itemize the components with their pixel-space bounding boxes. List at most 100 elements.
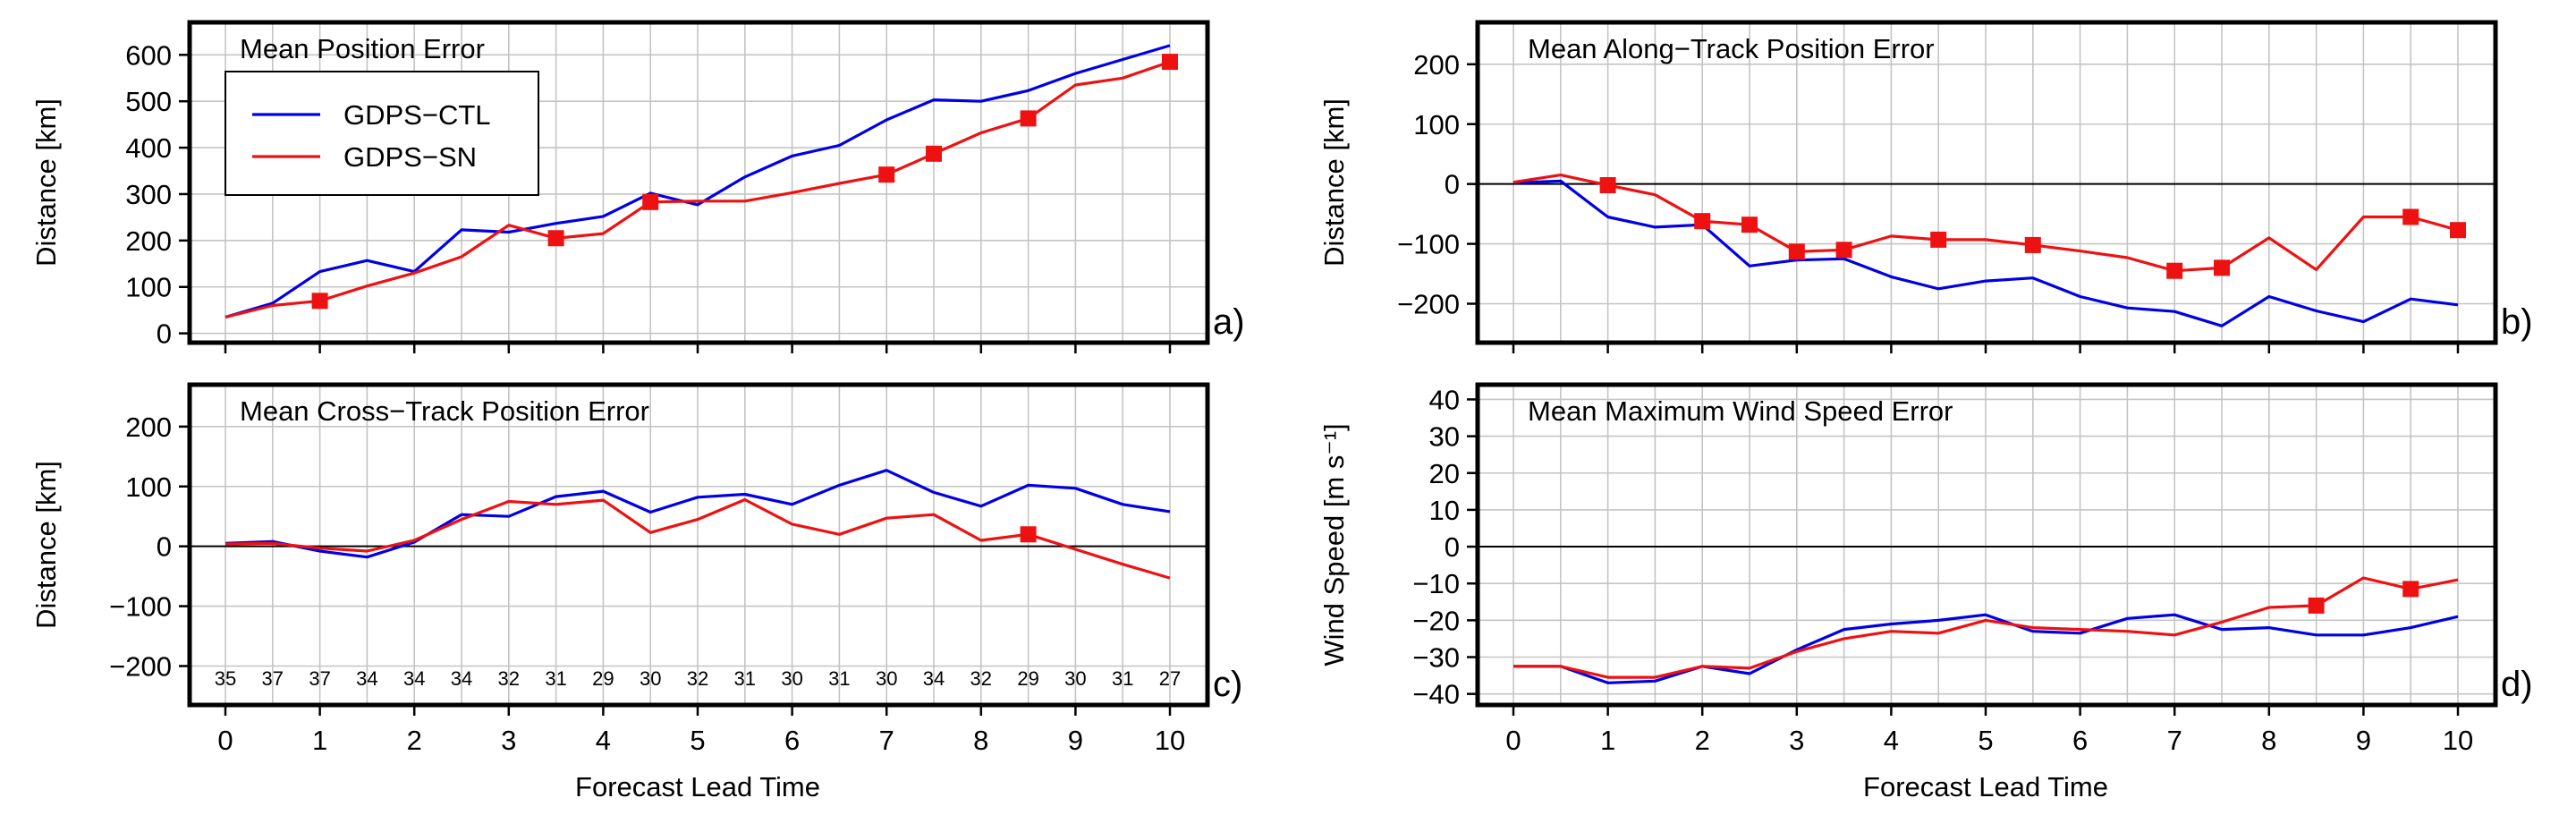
legend: GDPS−CTL GDPS−SN [225, 71, 539, 196]
x-tick-label: 4 [1884, 725, 1899, 756]
significance-marker [311, 293, 328, 310]
series-line-ctl [225, 469, 1171, 559]
y-axis-label: Distance [km] [30, 98, 62, 267]
sample-count-label: 30 [640, 667, 661, 690]
x-tick-label: 3 [501, 725, 516, 756]
y-tick-label: 200 [125, 225, 172, 257]
plot-frame [187, 382, 1210, 708]
legend-label: GDPS−CTL [343, 99, 491, 131]
x-tick-label: 3 [1789, 725, 1804, 756]
x-tick-label: 7 [2167, 725, 2182, 756]
y-tick-label: 0 [1445, 169, 1460, 200]
sample-count-label: 31 [545, 667, 566, 690]
sample-count-label: 27 [1159, 667, 1181, 690]
series-line-ctl [1513, 179, 2459, 327]
y-tick-label: −100 [1397, 229, 1460, 260]
y-tick-label: 0 [157, 318, 172, 350]
significance-marker [2402, 208, 2419, 225]
panel-title: Mean Maximum Wind Speed Error [1528, 395, 1953, 427]
x-tick-label: 8 [2261, 725, 2276, 756]
x-tick-label: 10 [2443, 725, 2473, 756]
significance-marker [2166, 262, 2183, 279]
grid [1478, 385, 2496, 705]
y-tick-label: −200 [109, 651, 172, 683]
series-line-ctl [225, 44, 1171, 319]
y-tick-label: 0 [157, 531, 172, 563]
y-tick-label: 100 [1413, 109, 1460, 140]
y-tick-label: −100 [109, 591, 172, 623]
significance-marker [1835, 242, 1852, 259]
x-tick-label: 2 [1695, 725, 1710, 756]
plot-frame [1475, 20, 2498, 345]
x-tick-label: 0 [217, 725, 233, 756]
y-tick-label: 500 [125, 86, 172, 117]
sample-count-label: 32 [970, 667, 992, 690]
x-tick-label: 9 [2356, 725, 2371, 756]
x-tick-label: 10 [1155, 725, 1185, 756]
significance-marker [547, 230, 564, 247]
y-axis-label: Wind Speed [m s⁻¹] [1318, 423, 1350, 666]
x-axis-label: Forecast Lead Time [575, 771, 820, 802]
y-tick-label: 100 [125, 471, 172, 503]
significance-marker [2308, 597, 2325, 614]
sample-count-label: 30 [876, 667, 897, 690]
significance-marker [926, 145, 942, 162]
significance-marker [1162, 54, 1178, 71]
panel-a: 0 100 200 300 400 500 600 Distance [km] Mean Pos… [30, 20, 1245, 353]
significance-marker [1741, 216, 1758, 233]
y-tick-label: 100 [125, 272, 172, 303]
grid [1478, 22, 2496, 343]
significance-marker [1599, 177, 1616, 194]
panel-title: Mean Position Error [240, 33, 485, 64]
sample-count-label: 34 [451, 667, 472, 690]
sample-count-label: 31 [734, 667, 756, 690]
x-tick-label: 5 [1978, 725, 1993, 756]
y-tick-label: 300 [125, 179, 172, 210]
sample-count-label: 35 [215, 667, 236, 690]
legend-label: GDPS−SN [343, 141, 477, 173]
x-tick-label: 5 [690, 725, 705, 756]
significance-marker [878, 166, 895, 183]
significance-marker [2402, 581, 2419, 598]
y-tick-label: −30 [1412, 642, 1460, 674]
significance-marker [2024, 236, 2041, 253]
y-tick-label: 400 [125, 132, 172, 164]
x-tick-label: 1 [1600, 725, 1615, 756]
panel-title: Mean Along−Track Position Error [1528, 33, 1935, 64]
y-tick-label: 200 [1413, 49, 1460, 81]
panel-letter: d) [2501, 665, 2533, 704]
y-tick-label: 200 [125, 412, 172, 443]
significance-marker [642, 193, 659, 210]
sample-count-label: 31 [1112, 667, 1133, 690]
x-tick-label: 7 [879, 725, 894, 756]
sample-count-label: 37 [262, 667, 284, 690]
significance-marker [1930, 231, 1947, 248]
y-tick-label: −10 [1412, 568, 1460, 599]
sample-count-label: 30 [781, 667, 802, 690]
y-tick-label: 40 [1429, 384, 1460, 415]
x-tick-label: 6 [784, 725, 800, 756]
significance-marker [1788, 243, 1805, 260]
y-tick-label: 600 [125, 39, 172, 71]
y-tick-label: −40 [1412, 679, 1460, 710]
series-line-sn [1513, 174, 2459, 273]
legend-box [225, 71, 539, 196]
significance-marker [1694, 213, 1711, 230]
sample-count-label: 30 [1064, 667, 1086, 690]
significance-marker [2214, 259, 2230, 276]
x-axis-label: Forecast Lead Time [1863, 771, 2108, 802]
sample-count-label: 37 [309, 667, 330, 690]
sample-count-label: 32 [687, 667, 708, 690]
panel-letter: c) [1213, 665, 1242, 704]
series-line-sn [225, 60, 1171, 319]
y-tick-label: 20 [1429, 458, 1460, 489]
sample-count-label: 31 [828, 667, 850, 690]
x-tick-label: 4 [596, 725, 611, 756]
y-axis-label: Distance [km] [30, 461, 62, 629]
sample-count-label: 34 [356, 667, 377, 690]
y-tick-label: −20 [1412, 605, 1460, 636]
y-axis-label: Distance [km] [1318, 98, 1350, 267]
panel-b: −200 −100 0 100 200 Distance [km] Mean Along−T… [1318, 20, 2533, 353]
sample-count-label: 29 [1017, 667, 1038, 690]
